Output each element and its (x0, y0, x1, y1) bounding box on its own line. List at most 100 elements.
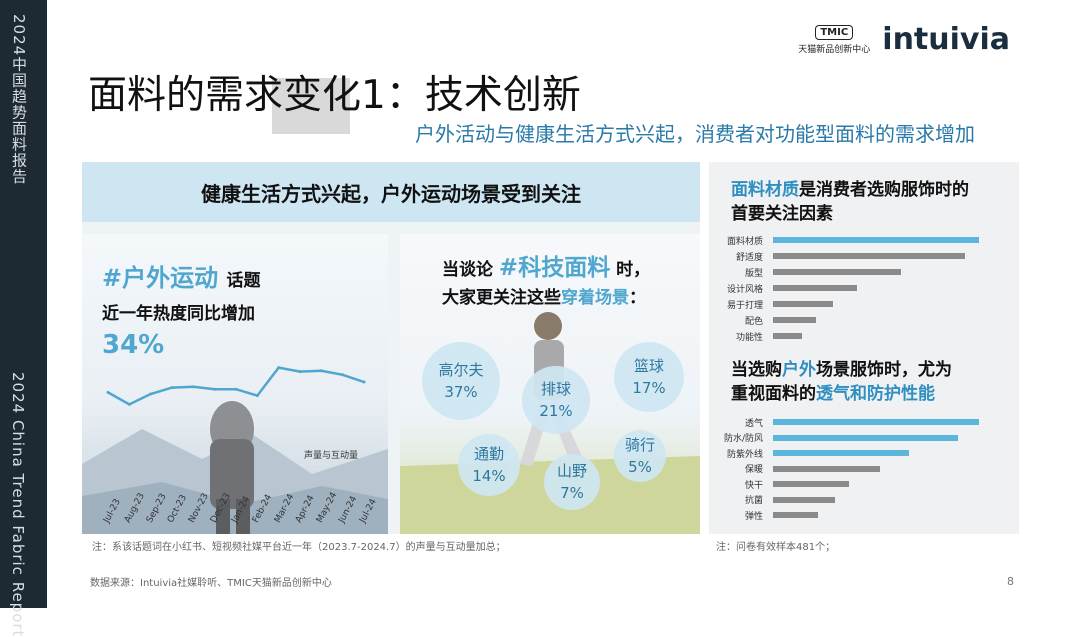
trend-point (234, 387, 238, 391)
hashtag-growth-value: 34% (102, 330, 165, 360)
scene-question-line2-hl: 穿着场景 (561, 288, 629, 308)
chart2-title-hl: 户外 (782, 360, 816, 380)
chart2-title-post: 场景服饰时，尤为 (816, 360, 952, 380)
chart1-title-rest: 是消费者选购服饰时的 (799, 180, 969, 200)
bubble-mountain-value: 7% (560, 484, 584, 502)
bar-row: 舒适度 (709, 250, 965, 263)
trend-point (298, 370, 302, 374)
trend-line-chart (106, 366, 366, 406)
bar (773, 496, 835, 503)
bar-row: 配色 (709, 314, 817, 327)
trend-point (255, 394, 259, 398)
chart1-title: 面料材质是消费者选购服饰时的 首要关注因素 (731, 178, 969, 226)
hashtag-growth-label: 近一年热度同比增加 (102, 304, 255, 324)
scene-question-pre: 当谈论 (442, 260, 493, 280)
bar-row: 设计风格 (709, 282, 858, 295)
sidebar-title-cn: 2024中国趋势面料报告 (10, 14, 28, 185)
bar-row: 防紫外线 (709, 447, 909, 460)
bar-row: 快干 (709, 478, 850, 491)
tmic-logo-sub: 天猫新品创新中心 (798, 44, 871, 55)
hashtag-suffix: 话题 (226, 271, 261, 291)
left-panel: 健康生活方式兴起，户外运动场景受到关注 #户外运动 话题 近一年热度同比增加 3… (82, 162, 700, 534)
bar-label: 保暖 (744, 465, 763, 475)
chart-legend-label: 声量与互动量 (304, 451, 359, 461)
trend-point (149, 392, 153, 396)
scene-question: 当谈论 #科技面料 时， 大家更关注这些穿着场景： (442, 254, 650, 312)
trend-point (319, 369, 323, 373)
bar-label: 设计风格 (726, 284, 763, 295)
bar (773, 301, 833, 307)
tech-fabric-photo-panel: 当谈论 #科技面料 时， 大家更关注这些穿着场景： 高尔夫 37% 排球 21%… (400, 234, 700, 534)
outdoor-photo-panel: #户外运动 话题 近一年热度同比增加 34% 声量与互动量 Jul-23 Aug-… (82, 234, 388, 534)
bar-label: 快干 (744, 480, 763, 491)
trend-point (127, 402, 131, 406)
data-source: 数据来源：Intuivia社媒聆听、TMIC天猫新品创新中心 (90, 578, 332, 589)
bubble-golf-value: 37% (444, 383, 478, 401)
trend-point (362, 380, 366, 384)
bar-row: 弹性 (709, 509, 819, 522)
bubble-commute-name: 通勤 (473, 445, 504, 463)
trend-series-line (107, 366, 365, 406)
sidebar: 2024中国趋势面料报告 2024 China Trend Fabric Rep… (0, 0, 47, 637)
bubble-mountain: 山野 7% (544, 454, 600, 510)
bubble-golf-name: 高尔夫 (438, 361, 484, 379)
bar (773, 465, 881, 472)
bar (773, 333, 802, 339)
bar (773, 317, 817, 323)
bar-row: 功能性 (709, 330, 802, 343)
bar-row: 版型 (709, 266, 901, 279)
bar (773, 419, 979, 425)
bar-label: 面料材质 (726, 236, 763, 247)
bar-label: 配色 (744, 316, 763, 327)
bar-label: 抗菌 (744, 496, 763, 506)
chart2-title-line2-hl: 透气和防护性能 (816, 384, 935, 404)
sidebar-title-en: 2024 China Trend Fabric Report (9, 372, 27, 637)
bubble-cycling: 骑行 5% (614, 430, 666, 482)
scene-question-post: 时， (616, 260, 651, 280)
bar-label: 防水/防风 (723, 434, 763, 444)
trend-point (277, 366, 281, 370)
bar (773, 434, 959, 441)
bubble-basketball-value: 17% (632, 379, 666, 397)
band-title: 健康生活方式兴起，户外运动场景受到关注 (82, 162, 700, 222)
scene-question-line2-post: ： (629, 288, 646, 308)
bar (773, 269, 901, 275)
trend-point (191, 385, 195, 389)
bubble-golf: 高尔夫 37% (422, 342, 500, 420)
bar-label: 舒适度 (735, 252, 763, 263)
bar (773, 285, 858, 291)
left-note: 注：系该话题词在小红书、短视频社媒平台近一年（2023.7-2024.7）的声量… (92, 542, 506, 553)
chart1-title-line2: 首要关注因素 (731, 204, 833, 224)
bar (773, 481, 850, 487)
hashtag-line: #户外运动 话题 (102, 258, 260, 293)
bar-row: 防水/防风 (709, 432, 959, 444)
bar-row: 面料材质 (709, 234, 979, 247)
bar-label: 版型 (744, 268, 763, 279)
logo-group: TMIC 天猫新品创新中心 intuivia (798, 22, 1010, 57)
bar (773, 237, 979, 243)
bubble-commute: 通勤 14% (458, 434, 520, 496)
page-number: 8 (1007, 575, 1014, 588)
bar-row: 保暖 (709, 463, 881, 475)
title-shade (272, 78, 350, 134)
bar-label: 易于打理 (726, 300, 763, 311)
bar (773, 253, 965, 259)
trend-point (213, 387, 217, 391)
intuivia-logo: intuivia (882, 22, 1010, 57)
bar-row: 透气 (709, 416, 979, 429)
page-title: 面料的需求变化1：技术创新 (88, 73, 581, 118)
bar-label: 功能性 (735, 332, 763, 343)
chart2-title: 当选购户外场景服饰时，尤为 重视面料的透气和防护性能 (731, 358, 952, 406)
bubble-basketball-name: 篮球 (633, 357, 664, 375)
bar (773, 450, 909, 456)
hashtag-text: #户外运动 (102, 264, 219, 292)
trend-point (106, 390, 110, 394)
chart1-title-hl: 面料材质 (731, 180, 799, 200)
bar (773, 512, 819, 518)
hashtag-block: #户外运动 话题 近一年热度同比增加 34% (102, 258, 260, 360)
tmic-logo-mark: TMIC (815, 24, 854, 40)
bubble-volleyball: 排球 21% (522, 366, 590, 434)
right-note: 注：问卷有效样本481个； (716, 542, 836, 553)
bar-label: 透气 (744, 418, 763, 429)
chart2-title-pre: 当选购 (731, 360, 782, 380)
